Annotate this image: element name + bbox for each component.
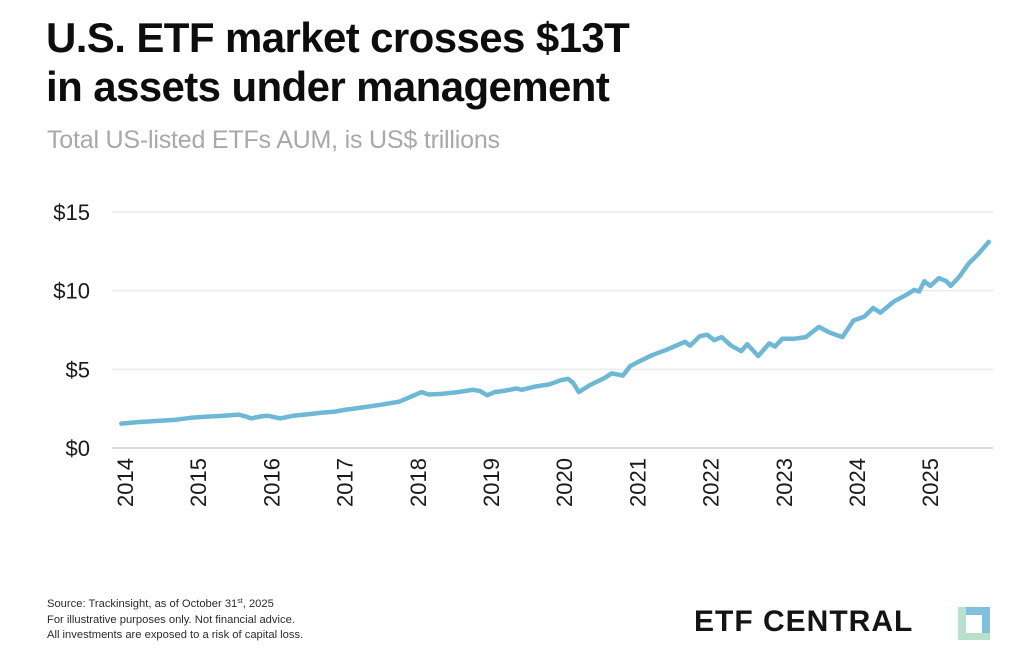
- series-line-etf-aum: [119, 239, 992, 426]
- source-year: , 2025: [242, 598, 274, 610]
- y-tick-label: $5: [66, 357, 90, 382]
- brand-name: ETF CENTRAL: [694, 605, 914, 638]
- x-tick-label: 2016: [259, 458, 284, 507]
- x-tick-label: 2022: [699, 458, 724, 507]
- chart-subtitle: Total US-listed ETFs AUM, is US$ trillio…: [47, 126, 500, 154]
- x-axis-tick-labels: 2014 2015 2016 2017 2018 2019 2020 2021 2022 2023…: [113, 458, 943, 507]
- x-tick-label: 2023: [772, 458, 797, 507]
- x-tick-label: 2015: [186, 458, 211, 507]
- x-tick-label: 2017: [333, 458, 358, 507]
- source-date-ordinal: st: [237, 598, 243, 605]
- x-tick-label: 2014: [113, 458, 138, 507]
- source-text: Source: Trackinsight, as of October 31: [47, 598, 238, 610]
- gridlines: [112, 211, 993, 449]
- y-tick-label: $10: [53, 279, 90, 304]
- logo-inner-square: [966, 615, 982, 633]
- x-tick-label: 2024: [845, 458, 870, 507]
- y-tick-label: $15: [53, 200, 90, 225]
- x-tick-label: 2019: [479, 458, 504, 507]
- disclaimer-line-2: All investments are exposed to a risk of…: [47, 629, 304, 641]
- chart-title-line-1: U.S. ETF market crosses $13T: [46, 14, 630, 61]
- source-note: Source: Trackinsight, as of October 31st…: [47, 597, 303, 613]
- y-axis-tick-labels: $0 $5 $10 $15: [53, 200, 90, 461]
- x-tick-label: 2021: [625, 458, 650, 507]
- etf-central-logo-icon: [958, 607, 990, 640]
- y-tick-label: $0: [66, 436, 90, 461]
- chart-title: U.S. ETF market crosses $13T in assets u…: [46, 13, 630, 111]
- line-chart: $0$5$10$15 2014 2015 2016 2017 2018 2019 2020 2…: [53, 200, 993, 507]
- x-tick-label: 2020: [552, 458, 577, 507]
- x-tick-label: 2025: [918, 458, 943, 507]
- series-group: [119, 239, 992, 426]
- x-tick-label: 2018: [406, 458, 431, 507]
- chart-title-line-2: in assets under management: [46, 63, 610, 110]
- footer-notes: Source: Trackinsight, as of October 31st…: [47, 597, 303, 644]
- disclaimer-line-1: For illustrative purposes only. Not fina…: [47, 613, 295, 626]
